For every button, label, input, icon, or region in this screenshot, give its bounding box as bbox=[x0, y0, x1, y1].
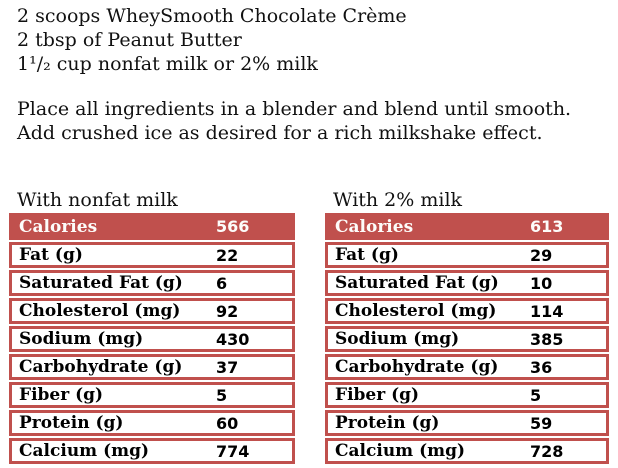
row-label: Carbohydrate (g) bbox=[335, 357, 499, 377]
row-value: 774 bbox=[216, 441, 250, 461]
instruction-line: Add crushed ice as desired for a rich mi… bbox=[17, 122, 543, 144]
row-label: Saturated Fat (g) bbox=[19, 273, 183, 293]
row-value: 728 bbox=[530, 441, 564, 461]
row-value: 60 bbox=[216, 413, 239, 433]
row-label: Sodium (mg) bbox=[335, 329, 460, 349]
instruction-line: Place all ingredients in a blender and b… bbox=[17, 98, 572, 120]
row-label: Fat (g) bbox=[335, 245, 399, 265]
ingredient-line: 2 tbsp of Peanut Butter bbox=[17, 29, 242, 51]
row-value: 385 bbox=[530, 329, 564, 349]
table-row: Cholesterol (mg) 92 bbox=[9, 298, 295, 324]
row-label: Sodium (mg) bbox=[19, 329, 144, 349]
row-value: 114 bbox=[530, 301, 564, 321]
row-label: Calcium (mg) bbox=[335, 441, 466, 461]
row-value: 22 bbox=[216, 245, 239, 265]
row-label: Cholesterol (mg) bbox=[335, 301, 497, 321]
instructions-text: Place all ingredients in a blender and b… bbox=[17, 97, 571, 145]
table-row: Fiber (g) 5 bbox=[9, 382, 295, 408]
table-title-2pct: With 2% milk bbox=[333, 189, 463, 211]
row-value: 59 bbox=[530, 413, 553, 433]
row-label: Fiber (g) bbox=[19, 385, 104, 405]
row-value: 566 bbox=[216, 217, 250, 236]
table-row: Saturated Fat (g) 10 bbox=[325, 270, 609, 296]
table-row: Calcium (mg) 774 bbox=[9, 438, 295, 464]
table-row: Protein (g) 60 bbox=[9, 410, 295, 436]
row-label: Carbohydrate (g) bbox=[19, 357, 183, 377]
table-row: Fiber (g) 5 bbox=[325, 382, 609, 408]
table-row: Fat (g) 22 bbox=[9, 242, 295, 268]
table-row: Fat (g) 29 bbox=[325, 242, 609, 268]
nutrition-section-nonfat: With nonfat milk Calories 566 Fat (g) 22… bbox=[9, 190, 295, 464]
table-row: Saturated Fat (g) 6 bbox=[9, 270, 295, 296]
row-value: 6 bbox=[216, 273, 228, 293]
table-row: Calories 613 bbox=[325, 213, 609, 240]
row-value: 5 bbox=[216, 385, 228, 405]
table-title-nonfat: With nonfat milk bbox=[17, 189, 178, 211]
row-label: Calories bbox=[335, 216, 414, 237]
row-value: 613 bbox=[530, 217, 564, 236]
table-row: Carbohydrate (g) 36 bbox=[325, 354, 609, 380]
table-row: Calcium (mg) 728 bbox=[325, 438, 609, 464]
row-label: Cholesterol (mg) bbox=[19, 301, 181, 321]
ingredient-line: 1¹/₂ cup nonfat milk or 2% milk bbox=[17, 53, 318, 75]
row-value: 29 bbox=[530, 245, 553, 265]
row-label: Protein (g) bbox=[335, 413, 440, 433]
row-label: Calcium (mg) bbox=[19, 441, 150, 461]
nutrition-section-2pct: With 2% milk Calories 613 Fat (g) 29 Sat… bbox=[325, 190, 609, 464]
row-value: 92 bbox=[216, 301, 239, 321]
row-label: Calories bbox=[19, 216, 98, 237]
row-value: 37 bbox=[216, 357, 239, 377]
row-value: 5 bbox=[530, 385, 542, 405]
ingredient-line: 2 scoops WheySmooth Chocolate Crème bbox=[17, 5, 407, 27]
table-row: Protein (g) 59 bbox=[325, 410, 609, 436]
table-row: Carbohydrate (g) 37 bbox=[9, 354, 295, 380]
table-row: Cholesterol (mg) 114 bbox=[325, 298, 609, 324]
row-label: Saturated Fat (g) bbox=[335, 273, 499, 293]
row-value: 10 bbox=[530, 273, 553, 293]
row-label: Fiber (g) bbox=[335, 385, 420, 405]
table-row: Calories 566 bbox=[9, 213, 295, 240]
row-label: Fat (g) bbox=[19, 245, 83, 265]
row-label: Protein (g) bbox=[19, 413, 124, 433]
table-row: Sodium (mg) 430 bbox=[9, 326, 295, 352]
nutrition-table-nonfat: Calories 566 Fat (g) 22 Saturated Fat (g… bbox=[9, 213, 295, 464]
ingredients-list: 2 scoops WheySmooth Chocolate Crème 2 tb… bbox=[17, 4, 407, 76]
row-value: 430 bbox=[216, 329, 250, 349]
nutrition-table-2pct: Calories 613 Fat (g) 29 Saturated Fat (g… bbox=[325, 213, 609, 464]
table-row: Sodium (mg) 385 bbox=[325, 326, 609, 352]
row-value: 36 bbox=[530, 357, 553, 377]
